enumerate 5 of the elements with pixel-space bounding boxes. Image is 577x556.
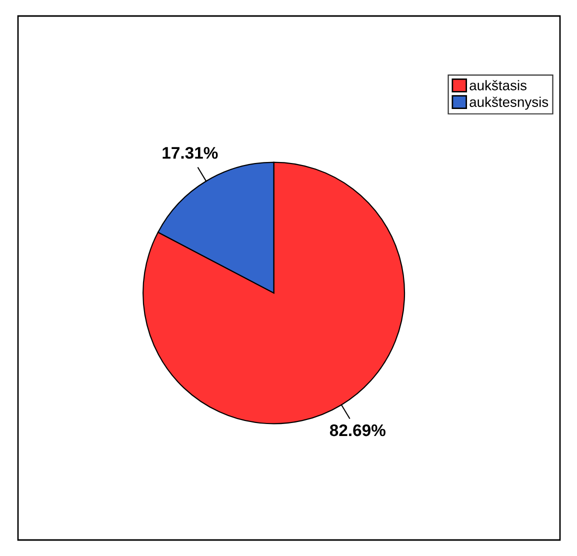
legend-label: aukštesnysis xyxy=(470,96,548,110)
legend-label: aukštasis xyxy=(470,80,526,90)
data-label: 17.31% xyxy=(162,146,218,159)
pie-slice xyxy=(142,162,406,424)
data-label: 82.69% xyxy=(330,424,386,436)
